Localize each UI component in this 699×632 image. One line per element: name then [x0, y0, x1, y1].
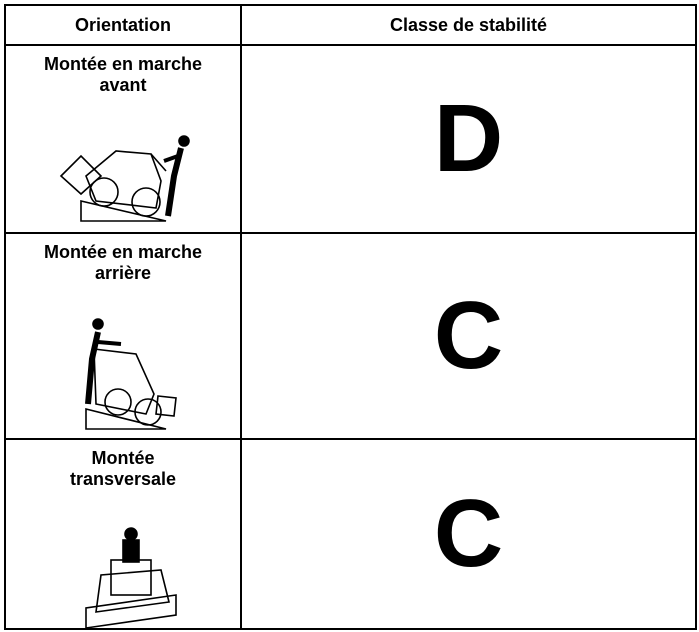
icon-forward — [59, 135, 190, 222]
header-text: Orientation — [74, 14, 171, 35]
orientation-cell: Montée transversale — [4, 438, 242, 630]
label-line: Montée en marche — [43, 54, 203, 74]
label-line: transversale — [69, 469, 177, 489]
orientation-cell: Montée en marche arrière — [4, 232, 242, 440]
label-line: Montée — [91, 448, 155, 468]
icon-sideways — [85, 527, 177, 629]
label-line: arrière — [94, 263, 152, 283]
header-text: Classe de stabilité — [389, 14, 548, 35]
class-cell: C — [240, 232, 697, 440]
label-line: Montée en marche — [43, 242, 203, 262]
orientation-cell: Montée en marche avant — [4, 44, 242, 234]
icon-backward — [85, 318, 177, 430]
class-value: D — [433, 85, 504, 192]
class-value: C — [433, 282, 504, 389]
orientation-label: Montée transversale — [6, 448, 240, 490]
orientation-label: Montée en marche arrière — [6, 242, 240, 284]
orientation-label: Montée en marche avant — [6, 54, 240, 96]
label-line: avant — [99, 75, 147, 95]
class-cell: C — [240, 438, 697, 630]
class-cell: D — [240, 44, 697, 234]
header-cell: Orientation — [4, 4, 242, 46]
header-cell: Classe de stabilité — [240, 4, 697, 46]
class-value: C — [433, 480, 504, 587]
